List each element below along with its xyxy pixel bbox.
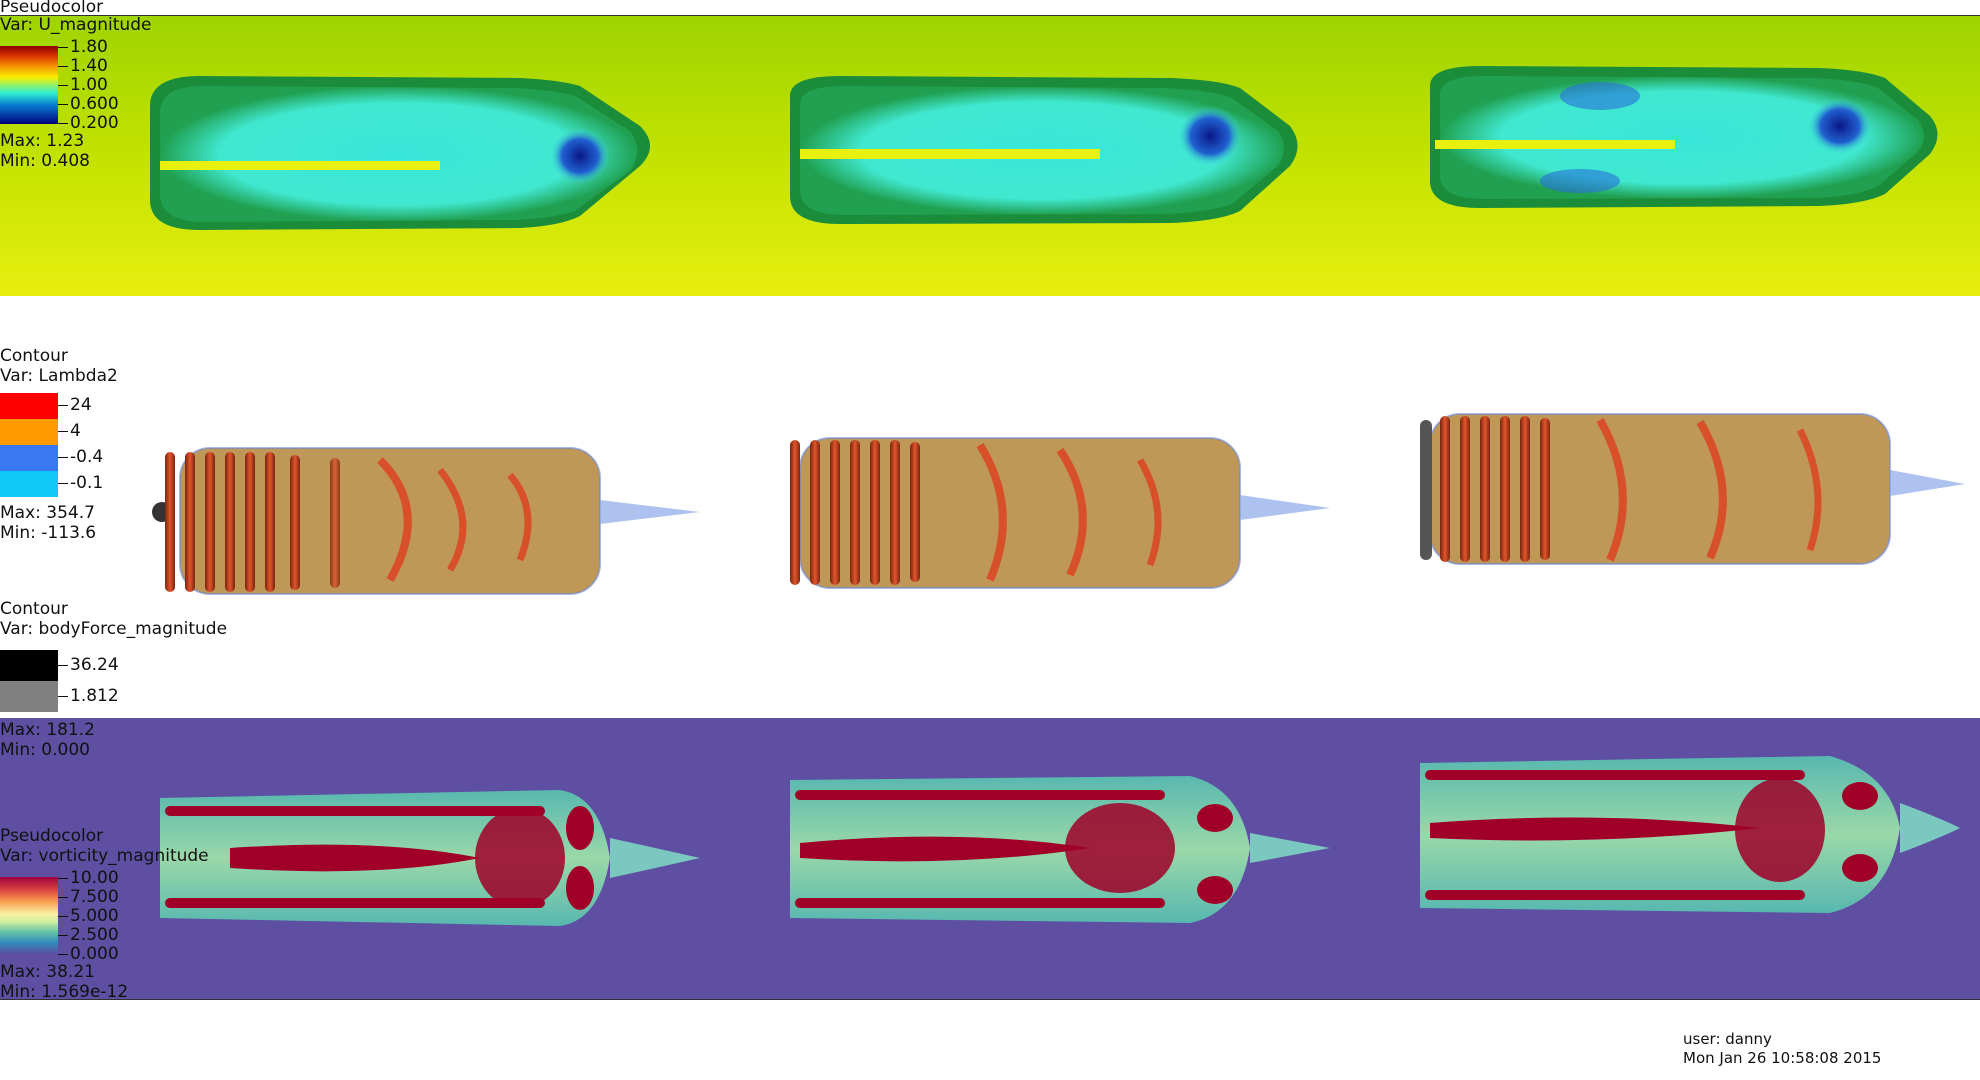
u-tick: 1.40 [58,56,108,76]
lambda2-isosurfaces [152,413,1965,595]
u-tick: 0.600 [58,94,119,114]
u-colorbar [0,46,58,124]
wake-1 [150,76,650,230]
wake-2 [790,76,1298,224]
legend-max: Max: 354.7 [0,503,95,523]
bodyforce-level: 1.812 [58,686,119,706]
user-label: user: danny [1683,1030,1772,1048]
legend-var-label: Var: Lambda2 [0,366,118,386]
vorticity-wake-3 [1420,756,1960,913]
vorticity-tick: 0.000 [58,944,119,964]
lambda2-level: -0.1 [57,473,104,493]
vortex-cluster-1 [152,447,700,595]
timestamp-label: Mon Jan 26 10:58:08 2015 [1683,1049,1882,1067]
lambda2-swatch [0,445,58,471]
legend-plot-type: Contour [0,346,68,366]
lambda2-level: 24 [58,395,92,415]
vorticity-field [0,718,1980,999]
u-tick: 1.80 [58,37,108,57]
legend-var-label: Var: U_magnitude [0,15,152,35]
lambda2-level: -0.4 [57,447,104,467]
vorticity-tick: 7.500 [58,887,119,907]
legend-max: Max: 181.2 [0,720,95,740]
vorticity-wake-2 [790,776,1330,923]
legend-plot-type: Pseudocolor [0,0,104,17]
vorticity-colorbar [0,877,58,954]
legend-var-label: Var: vorticity_magnitude [0,846,209,866]
u-magnitude-field [0,16,1980,296]
legend-max: Max: 1.23 [0,131,85,151]
vorticity-tick: 2.500 [58,925,119,945]
bodyforce-swatch [0,681,58,712]
vorticity-tick: 10.00 [58,868,119,888]
lambda2-swatch [0,419,58,445]
legend-min: Min: 1.569e-12 [0,982,129,1002]
lambda2-swatch [0,471,58,497]
bodyforce-swatch [0,650,58,681]
legend-plot-type: Pseudocolor [0,826,104,846]
legend-min: Min: -113.6 [0,523,97,543]
wake-3 [1430,66,1938,208]
u-tick: 0.200 [58,113,119,133]
vorticity-wake-1 [160,790,700,926]
vorticity-viewport[interactable] [0,718,1980,1000]
vortex-cluster-2 [790,437,1330,589]
bodyforce-level: 36.24 [58,655,119,675]
legend-min: Min: 0.408 [0,151,90,171]
lambda2-level: 4 [58,421,81,441]
legend-max: Max: 38.21 [0,962,95,982]
lambda2-viewport[interactable] [0,400,1980,620]
legend-plot-type: Contour [0,599,68,619]
vorticity-tick: 5.000 [58,906,119,926]
vortex-cluster-3 [1420,413,1965,565]
lambda2-swatch [0,393,58,419]
u-tick: 1.00 [58,75,108,95]
u-magnitude-viewport[interactable] [0,15,1980,296]
legend-min: Min: 0.000 [0,740,90,760]
legend-var-label: Var: bodyForce_magnitude [0,619,228,639]
